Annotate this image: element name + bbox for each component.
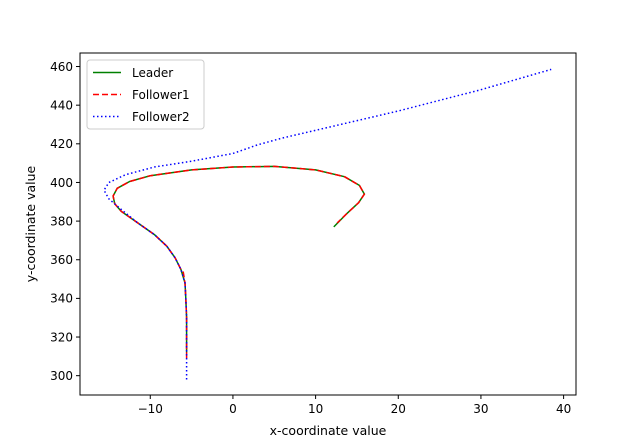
x-tick-label: 0 xyxy=(229,402,237,416)
legend-box xyxy=(86,59,205,130)
x-tick-label: 20 xyxy=(391,402,406,416)
legend: Leader Follower1 Follower2 xyxy=(86,59,205,130)
x-tick-label: 30 xyxy=(473,402,488,416)
x-tick-label: 10 xyxy=(308,402,323,416)
y-tick-label: 400 xyxy=(50,176,73,190)
y-tick-label: 440 xyxy=(50,98,73,112)
y-tick-label: 340 xyxy=(50,292,73,306)
y-tick-label: 360 xyxy=(50,253,73,267)
y-tick-label: 460 xyxy=(50,60,73,74)
series-lines xyxy=(103,68,552,380)
x-tick-label: 40 xyxy=(556,402,571,416)
series-line-follower2 xyxy=(103,68,552,380)
y-axis-label: y-coordinate value xyxy=(23,165,38,282)
y-axis: 300 320 340 360 380 400 420 440 460 xyxy=(50,60,80,383)
x-axis-label: x-coordinate value xyxy=(270,423,387,438)
series-line-follower1 xyxy=(112,165,366,359)
legend-label: Follower1 xyxy=(132,88,190,102)
series-line-leader xyxy=(112,165,366,353)
x-tick-label: −10 xyxy=(138,402,163,416)
legend-label: Follower2 xyxy=(132,110,190,124)
x-axis: −10 0 10 20 30 40 xyxy=(138,395,571,416)
y-tick-label: 420 xyxy=(50,137,73,151)
plot-frame xyxy=(79,52,577,396)
y-tick-label: 380 xyxy=(50,214,73,228)
y-tick-label: 320 xyxy=(50,330,73,344)
y-tick-label: 300 xyxy=(50,369,73,383)
legend-label: Leader xyxy=(132,66,173,80)
